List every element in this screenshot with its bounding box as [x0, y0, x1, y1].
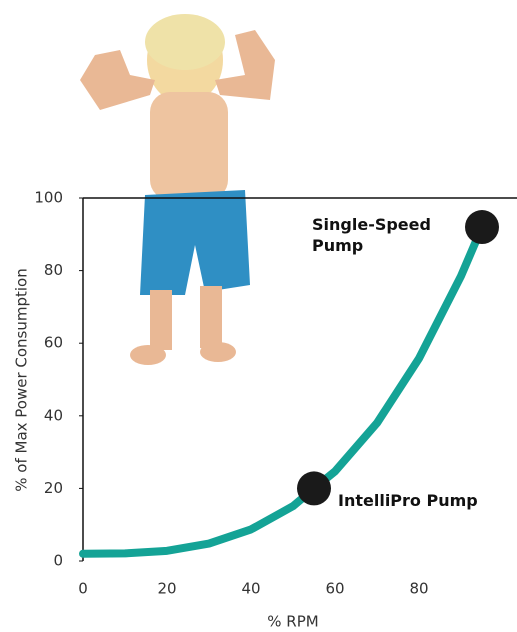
chart: % RPM % of Max Power Consumption 0 20 40 60… [0, 0, 517, 632]
x-tick-label: 0 [78, 580, 88, 598]
x-tick-label: 20 [157, 580, 176, 598]
pump-point [465, 210, 499, 244]
y-tick-label: 20 [44, 479, 63, 497]
y-tick-label: 80 [44, 261, 63, 279]
child-photo [80, 14, 275, 365]
page: % RPM % of Max Power Consumption 0 20 40 60… [0, 0, 517, 632]
pump-point [297, 471, 331, 505]
y-axis-title: % of Max Power Consumption [13, 268, 31, 492]
x-tick-label: 60 [325, 580, 344, 598]
x-tick-label: 80 [409, 580, 428, 598]
pump-label: IntelliPro Pump [338, 490, 478, 511]
y-tick-label: 40 [44, 406, 63, 424]
x-axis-title: % RPM [267, 613, 318, 631]
y-tick-label: 100 [34, 189, 63, 207]
y-tick-label: 0 [53, 552, 63, 570]
pump-label: Single-Speed Pump [312, 214, 442, 256]
x-tick-label: 40 [241, 580, 260, 598]
y-tick-label: 60 [44, 334, 63, 352]
